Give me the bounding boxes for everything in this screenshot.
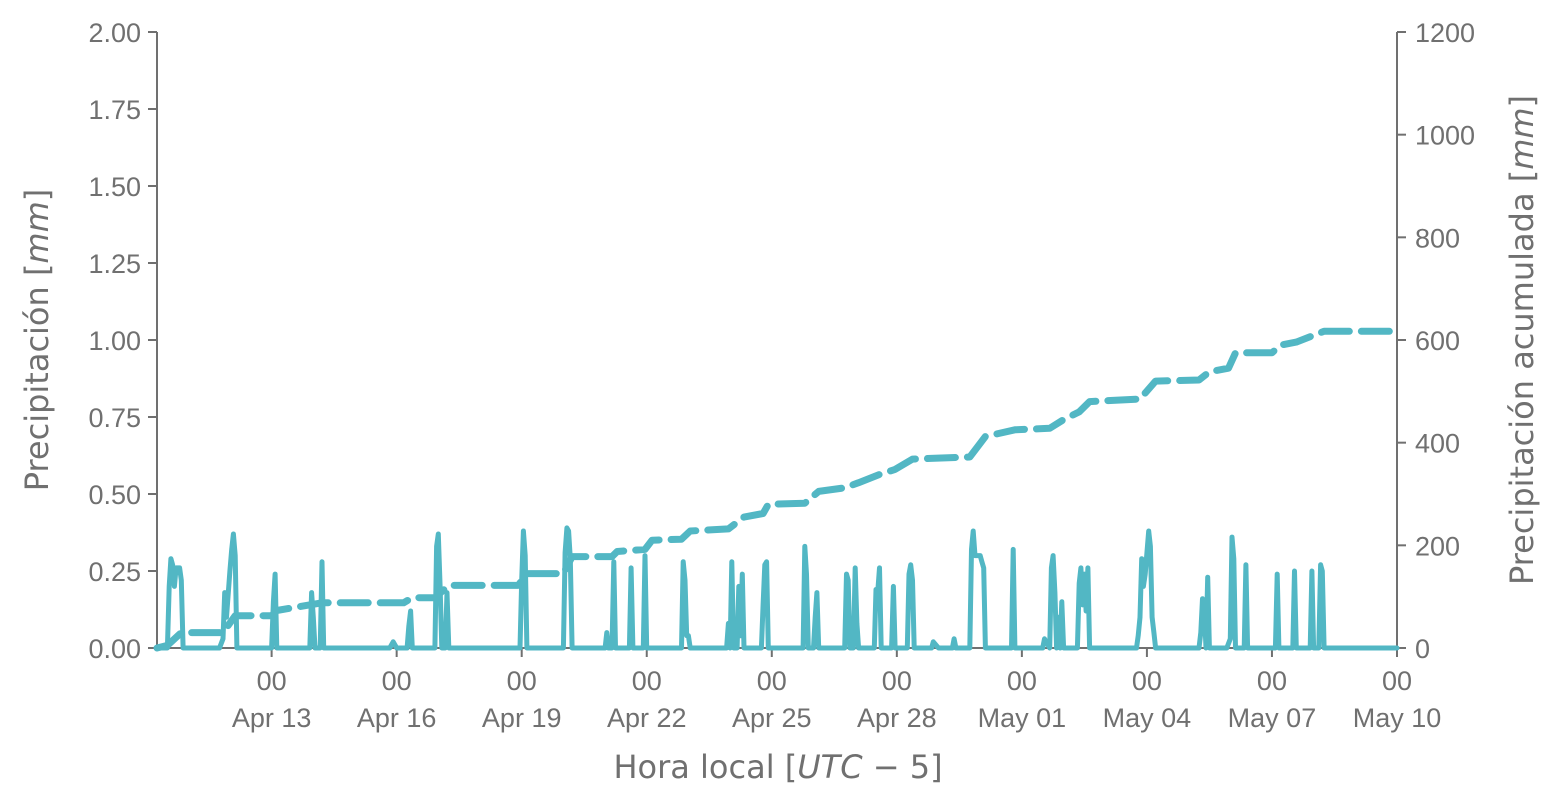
x-tick-hour-label: 00 <box>1257 666 1287 696</box>
left-y-ticks: 0.00 0.25 0.50 0.75 1.00 1.25 1.50 1.75 2.00 <box>88 18 157 664</box>
right-y-tick-label: 400 <box>1415 429 1460 459</box>
x-tick-date-label: May 01 <box>978 703 1067 733</box>
right-y-tick-label: 0 <box>1415 634 1430 664</box>
x-tick-hour-label: 00 <box>882 666 912 696</box>
x-tick-hour-label: 00 <box>382 666 412 696</box>
x-tick-hour-label: 00 <box>632 666 662 696</box>
left-y-tick-label: 0.25 <box>88 557 141 587</box>
x-tick-hour-label: 00 <box>507 666 537 696</box>
x-tick-hour-label: 00 <box>1132 666 1162 696</box>
right-y-tick-label: 800 <box>1415 223 1460 253</box>
x-tick-hour-label: 00 <box>1382 666 1412 696</box>
x-tick-date-label: Apr 25 <box>732 703 812 733</box>
right-y-tick-label: 600 <box>1415 326 1460 356</box>
series-layer <box>153 327 1401 652</box>
right-y-axis-title: Precipitación acumulada [mm] <box>1503 95 1541 585</box>
right-y-tick-label: 200 <box>1415 531 1460 561</box>
precipitation-line <box>154 525 1400 651</box>
x-tick-date-label: May 04 <box>1103 703 1192 733</box>
right-y-tick-label: 1200 <box>1415 18 1475 48</box>
x-tick-date-label: Apr 28 <box>857 703 937 733</box>
left-y-tick-label: 0.50 <box>88 480 141 510</box>
cumulative-precipitation-line <box>153 327 1401 652</box>
left-y-tick-label: 2.00 <box>88 18 141 48</box>
x-tick-hour-label: 00 <box>1007 666 1037 696</box>
x-tick-date-label: May 10 <box>1353 703 1442 733</box>
left-y-tick-label: 1.00 <box>88 326 141 356</box>
left-y-tick-label: 0.00 <box>88 634 141 664</box>
x-tick-date-label: May 07 <box>1228 703 1317 733</box>
right-y-ticks: 0 200 400 600 800 1000 1200 <box>1397 18 1475 664</box>
left-y-tick-label: 0.75 <box>88 403 141 433</box>
x-tick-hour-label: 00 <box>257 666 287 696</box>
left-y-tick-label: 1.75 <box>88 95 141 125</box>
x-tick-date-label: Apr 13 <box>232 703 312 733</box>
left-y-tick-label: 1.25 <box>88 249 141 279</box>
x-tick-date-label: Apr 19 <box>482 703 562 733</box>
left-y-tick-label: 1.50 <box>88 172 141 202</box>
x-ticks: 00 Apr 13 00 Apr 16 00 Apr 19 00 Apr 22 00 Apr 25… <box>232 648 1441 733</box>
right-y-tick-label: 1000 <box>1415 121 1475 151</box>
left-y-axis-title: Precipitación [mm] <box>18 189 56 492</box>
x-tick-date-label: Apr 16 <box>357 703 437 733</box>
x-axis-title: Hora local [UTC − 5] <box>613 748 942 786</box>
x-tick-date-label: Apr 22 <box>607 703 687 733</box>
x-tick-hour-label: 00 <box>757 666 787 696</box>
axes <box>156 32 1398 649</box>
